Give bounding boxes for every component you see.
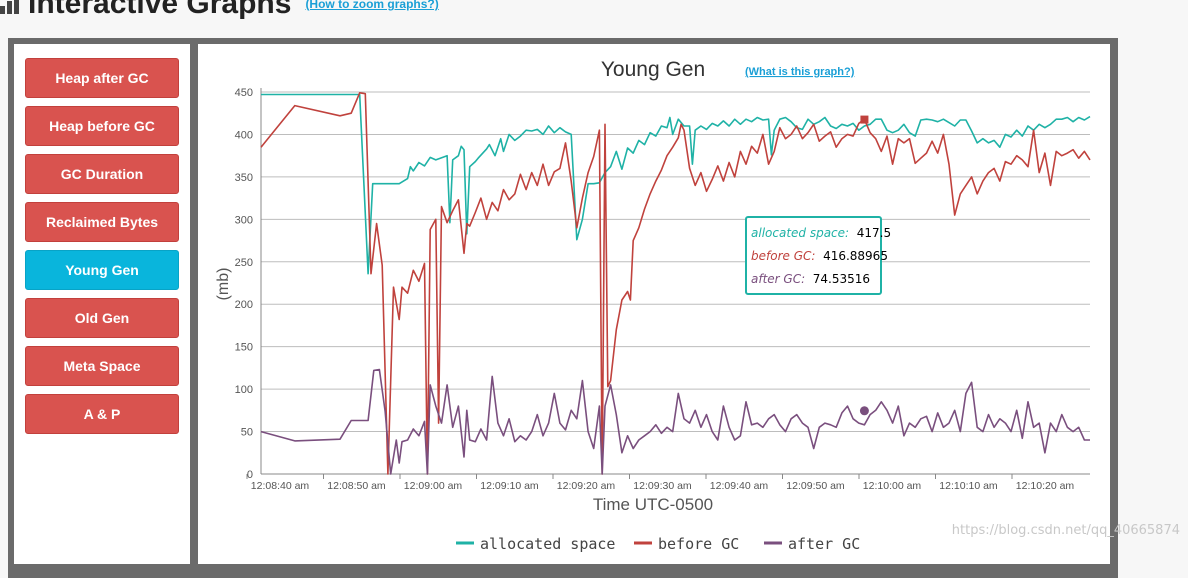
x-tick-label: 12:10:20 am [1016,480,1075,492]
tooltip-allocated-value: 417.5 [856,226,892,240]
old-gen-button[interactable]: Old Gen [25,298,179,338]
x-tick-label: 12:08:40 am [251,480,310,492]
x-tick-label: 12:10:10 am [939,480,998,492]
tooltip-before-value: 416.88965 [823,249,888,263]
highlight-marker-after [859,406,869,416]
series-line-after-GC [260,368,1090,475]
y-tick-label: 100 [235,384,253,396]
y-tick-label: 250 [235,257,253,269]
y-tick-label: 350 [235,172,253,184]
tooltip-after-label: after GC: [751,272,806,286]
tooltip-after-value: 74.53516 [812,272,871,286]
chart-help-link[interactable]: (What is this graph?) [745,66,855,78]
y-tick-label: 0 [247,469,253,481]
heap-before-gc-button[interactable]: Heap before GC [25,106,179,146]
tooltip-before-label: before GC: [751,249,816,263]
x-axis-label: Time UTC-0500 [593,495,713,514]
highlight-marker-before [860,115,869,124]
x-tick-label: 12:10:00 am [863,480,922,492]
meta-space-button[interactable]: Meta Space [25,346,179,386]
reclaimed-bytes-button[interactable]: Reclaimed Bytes [25,202,179,242]
legend-entry: before GC [658,535,739,553]
x-tick-label: 12:08:50 am [327,480,386,492]
x-tick-label: 12:09:30 am [633,480,692,492]
series-line-before-GC [260,92,1091,475]
graph-sidebar: Heap after GC Heap before GC GC Duration… [14,44,190,564]
y-tick-label: 450 [235,87,253,99]
x-tick-label: 12:09:20 am [557,480,616,492]
x-tick-label: 12:09:10 am [480,480,539,492]
x-tick-label: 12:09:50 am [786,480,845,492]
a-and-p-button[interactable]: A & P [25,394,179,434]
chart-panel: Young Gen (What is this graph?) 0 50 100 150 2… [198,44,1110,564]
tooltip-allocated-label: allocated space: [751,226,850,240]
y-tick-label: 50 [241,427,253,439]
page-title: Interactive Graphs [28,0,292,20]
x-tick-label: 12:09:00 am [404,480,463,492]
y-axis-label: (mb) [215,268,232,301]
gc-duration-button[interactable]: GC Duration [25,154,179,194]
chart-title: Young Gen [601,58,705,81]
legend-entry: after GC [788,535,860,553]
header: Interactive Graphs (How to zoom graphs?) [0,0,439,24]
bar-chart-icon [0,0,22,14]
series-line-allocated-space [261,93,1091,275]
young-gen-button[interactable]: Young Gen [25,250,179,290]
young-gen-chart[interactable]: Young Gen (What is this graph?) 0 50 100 150 2… [198,44,1110,564]
chart-tooltip: allocated space: 417.5 before GC: 416.88… [745,216,891,295]
y-tick-label: 400 [235,129,253,141]
legend-entry: allocated space [480,535,615,553]
y-tick-label: 200 [235,299,253,311]
watermark: https://blog.csdn.net/qq_40665874 [951,523,1180,538]
x-tick-label: 12:09:40 am [710,480,769,492]
heap-after-gc-button[interactable]: Heap after GC [25,58,179,98]
y-tick-label: 300 [235,214,253,226]
y-tick-label: 150 [235,342,253,354]
zoom-help-link[interactable]: (How to zoom graphs?) [305,0,439,11]
